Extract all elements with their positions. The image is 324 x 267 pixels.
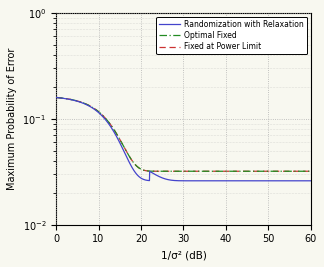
Line: Optimal Fixed: Optimal Fixed [56, 97, 311, 171]
Randomization with Relaxation [54, 96, 58, 99]
Randomization with Relaxation [309, 179, 313, 182]
Fixed at Power Limit [166, 170, 170, 173]
Legend: Randomization with Relaxation, Optimal Fixed, Fixed at Power Limit: Randomization with Relaxation, Optimal F… [156, 17, 307, 54]
Optimal Fixed [258, 170, 261, 173]
Optimal Fixed [253, 170, 257, 173]
Fixed at Power Limit [54, 96, 58, 99]
Optimal Fixed [309, 170, 313, 173]
Randomization with Relaxation [166, 178, 170, 181]
Fixed at Power Limit [253, 170, 257, 173]
Randomization with Relaxation [157, 175, 161, 178]
Optimal Fixed [157, 170, 161, 173]
Optimal Fixed [229, 170, 233, 173]
Optimal Fixed [80, 101, 84, 104]
Randomization with Relaxation [258, 179, 261, 182]
Randomization with Relaxation [229, 179, 233, 182]
Fixed at Power Limit [157, 170, 161, 173]
Fixed at Power Limit [80, 101, 84, 104]
Optimal Fixed [166, 170, 170, 173]
Randomization with Relaxation [253, 179, 257, 182]
Randomization with Relaxation [80, 101, 84, 104]
Line: Randomization with Relaxation: Randomization with Relaxation [56, 97, 311, 181]
Fixed at Power Limit [309, 170, 313, 173]
Line: Fixed at Power Limit: Fixed at Power Limit [56, 97, 311, 171]
Fixed at Power Limit [179, 170, 182, 173]
Randomization with Relaxation [210, 179, 214, 182]
Optimal Fixed [54, 96, 58, 99]
Optimal Fixed [179, 170, 182, 173]
Y-axis label: Maximum Probability of Error: Maximum Probability of Error [7, 48, 17, 190]
Fixed at Power Limit [258, 170, 261, 173]
X-axis label: 1/σ² (dB): 1/σ² (dB) [161, 250, 206, 260]
Fixed at Power Limit [229, 170, 233, 173]
